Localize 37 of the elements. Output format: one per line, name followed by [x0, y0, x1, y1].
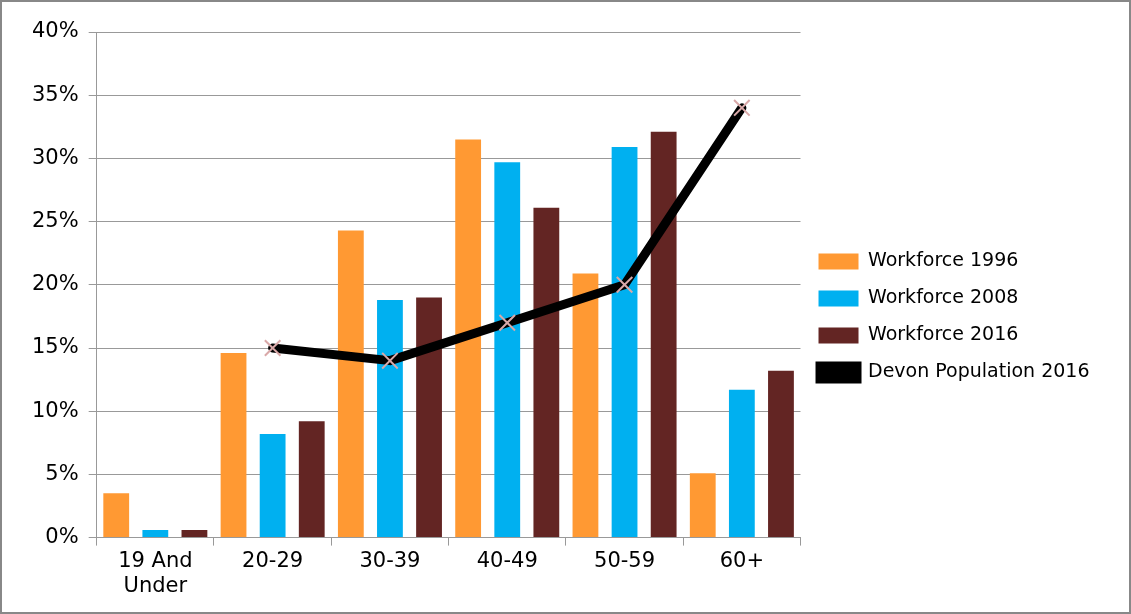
bar	[416, 297, 442, 538]
y-tick-label: 10%	[31, 397, 79, 422]
legend-label: Workforce 2008	[868, 285, 1028, 308]
bar	[103, 493, 130, 538]
legend-label: Workforce 1996	[868, 248, 1028, 271]
y-tick-label: 35%	[31, 81, 79, 106]
bar	[650, 131, 677, 538]
bar	[768, 370, 794, 538]
bar	[181, 530, 208, 538]
y-tick-label: 15%	[31, 334, 79, 359]
y-tick-label: 20%	[31, 271, 79, 296]
x-tick-label: 19 And Under	[118, 547, 193, 597]
x-tick-label: 50-59	[594, 547, 656, 572]
x-tick-label: 40-49	[476, 547, 538, 572]
legend-label: Workforce 2016	[868, 322, 1028, 345]
bar	[259, 433, 286, 538]
bar	[220, 353, 247, 538]
y-tick-label: 40%	[31, 18, 79, 43]
y-tick-label: 0%	[45, 524, 79, 549]
x-tick-label: 20-29	[242, 547, 304, 572]
bar	[728, 389, 755, 538]
y-tick-label: 30%	[31, 144, 79, 169]
bar	[377, 299, 403, 538]
bar	[298, 421, 325, 538]
y-tick-label: 5%	[45, 460, 79, 485]
x-tick-label: 60+	[719, 547, 765, 572]
bar	[337, 230, 364, 538]
x-tick-label: 30-39	[359, 547, 421, 572]
bar	[142, 530, 169, 538]
y-tick-label: 25%	[31, 208, 79, 233]
bar	[494, 162, 521, 538]
bar	[533, 207, 560, 538]
bar	[611, 147, 638, 538]
bar	[689, 473, 716, 538]
legend-label: Devon Population 2016	[868, 359, 1100, 382]
bar	[572, 273, 599, 538]
bar	[455, 139, 482, 538]
